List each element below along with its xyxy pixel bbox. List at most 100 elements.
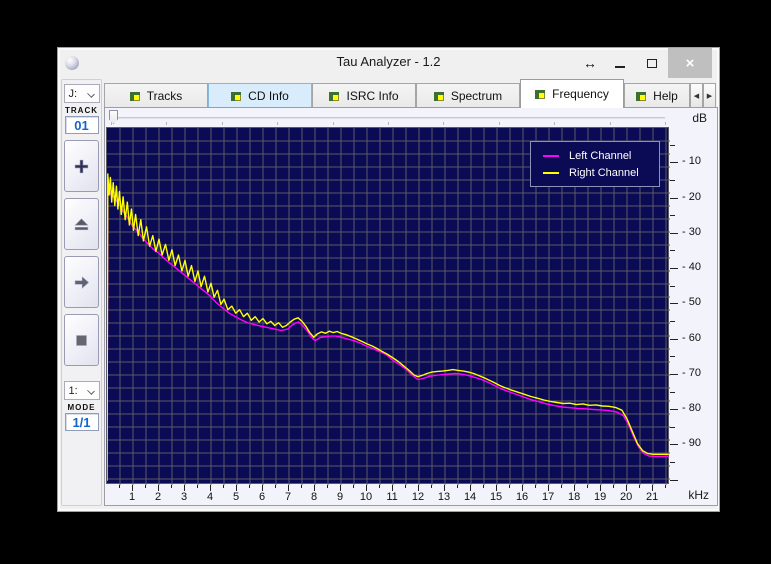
stop-button[interactable] [64, 314, 99, 366]
page-icon [433, 91, 444, 101]
scroll-left-icon: ◀ [693, 92, 700, 100]
add-button[interactable] [64, 140, 99, 192]
slider-tick [277, 122, 279, 125]
left-channel-swatch [543, 154, 559, 157]
stop-icon [76, 334, 87, 346]
y-tick-label: - 20 [682, 190, 701, 203]
x-tick [275, 485, 277, 488]
x-tick [639, 485, 641, 488]
tab-cd-info[interactable]: CD Info [208, 83, 312, 108]
mode-select-value: 1: [68, 384, 78, 397]
tab-label: Help [653, 89, 678, 103]
x-tick [483, 485, 485, 488]
tab-scroll-right-button[interactable]: ▶ [703, 83, 716, 108]
x-tick [301, 485, 303, 488]
next-button[interactable] [64, 256, 99, 308]
x-tick [145, 485, 146, 488]
tab-label: Frequency [552, 87, 609, 101]
y-tick-label: - 10 [682, 155, 701, 168]
y-tick [670, 356, 675, 358]
x-tick [444, 485, 446, 491]
x-tick [574, 485, 576, 491]
x-tick-label: 18 [567, 491, 581, 503]
titlebar[interactable]: Tau Analyzer - 1.2 ↔ × [58, 48, 719, 78]
y-tick [670, 391, 675, 393]
right-channel-swatch [543, 171, 559, 174]
tab-frequency[interactable]: Frequency [520, 79, 624, 108]
y-tick [670, 321, 675, 323]
slider-tick [332, 122, 334, 125]
app-icon [65, 56, 79, 70]
x-tick [158, 485, 159, 491]
slider-tick [166, 122, 168, 125]
tab-bar: Tracks CD Info ISRC Info Spectrum Freque… [104, 79, 716, 108]
drive-select-value: J: [68, 87, 78, 100]
x-axis-unit: kHz [688, 488, 709, 502]
x-tick [132, 485, 133, 491]
page-icon [231, 91, 242, 101]
eject-button[interactable] [64, 198, 99, 250]
tab-tracks[interactable]: Tracks [104, 83, 208, 108]
y-tick [670, 162, 678, 164]
y-axis: - 10 - 20 - 30 - 40 - 50 - 60 - 70 - 80 - 90 [670, 127, 718, 485]
slider-tick [665, 122, 666, 125]
close-button[interactable]: × [668, 48, 712, 78]
x-tick [392, 485, 394, 491]
x-tick [587, 485, 589, 488]
y-tick-label: - 60 [682, 331, 701, 344]
y-tick [670, 268, 678, 270]
resize-horizontal-button[interactable]: ↔ [576, 48, 604, 78]
maximize-button[interactable] [636, 48, 668, 78]
x-tick [470, 485, 472, 491]
x-tick [626, 485, 628, 491]
x-tick [561, 485, 563, 488]
tab-spectrum[interactable]: Spectrum [416, 83, 520, 108]
legend-item-right: Right Channel [543, 167, 659, 179]
slider-tick [498, 122, 500, 125]
minimize-button[interactable] [604, 48, 636, 78]
left-right-arrow-icon: ↔ [583, 55, 597, 71]
x-tick-label: 3 [180, 491, 188, 503]
x-tick-label: 6 [258, 491, 266, 503]
mode-label: MODE [67, 403, 96, 412]
y-tick [670, 179, 675, 181]
mode-select[interactable]: 1: [63, 381, 100, 400]
maximize-icon [647, 58, 657, 68]
slider-tick [554, 122, 556, 125]
x-tick-label: 9 [336, 491, 344, 503]
position-slider[interactable] [107, 109, 669, 126]
tab-help[interactable]: Help [624, 83, 690, 108]
slider-tick [111, 122, 112, 125]
x-tick-label: 21 [645, 491, 659, 503]
x-tick-label: 1 [128, 491, 136, 503]
slider-thumb[interactable] [109, 110, 118, 124]
y-tick-label: - 70 [682, 366, 701, 379]
x-tick-label: 17 [541, 491, 555, 503]
y-tick-label: - 90 [682, 437, 701, 450]
track-label: TRACK [65, 106, 98, 115]
tab-isrc-info[interactable]: ISRC Info [312, 83, 416, 108]
slider-groove[interactable] [109, 117, 665, 119]
x-tick [509, 485, 511, 488]
x-tick [522, 485, 524, 491]
page-icon [129, 91, 140, 101]
x-tick [197, 485, 199, 488]
slider-tick [609, 122, 611, 125]
x-tick [340, 485, 342, 491]
x-tick-label: 16 [515, 491, 529, 503]
x-tick [249, 485, 251, 488]
x-tick-label: 19 [593, 491, 607, 503]
spectrum-plot: Left Channel Right Channel [106, 127, 670, 485]
y-axis-unit: dB [692, 111, 707, 125]
right-channel-trace [107, 173, 669, 481]
spectrum-canvas [107, 128, 670, 485]
y-tick [670, 144, 675, 146]
tab-scroll-left-button[interactable]: ◀ [690, 83, 703, 108]
legend: Left Channel Right Channel [530, 141, 660, 187]
x-tick [457, 485, 459, 488]
app-window: Tau Analyzer - 1.2 ↔ × Tracks [57, 47, 720, 512]
drive-select[interactable]: J: [63, 84, 100, 103]
minimize-icon [615, 66, 625, 68]
x-tick [288, 485, 290, 491]
